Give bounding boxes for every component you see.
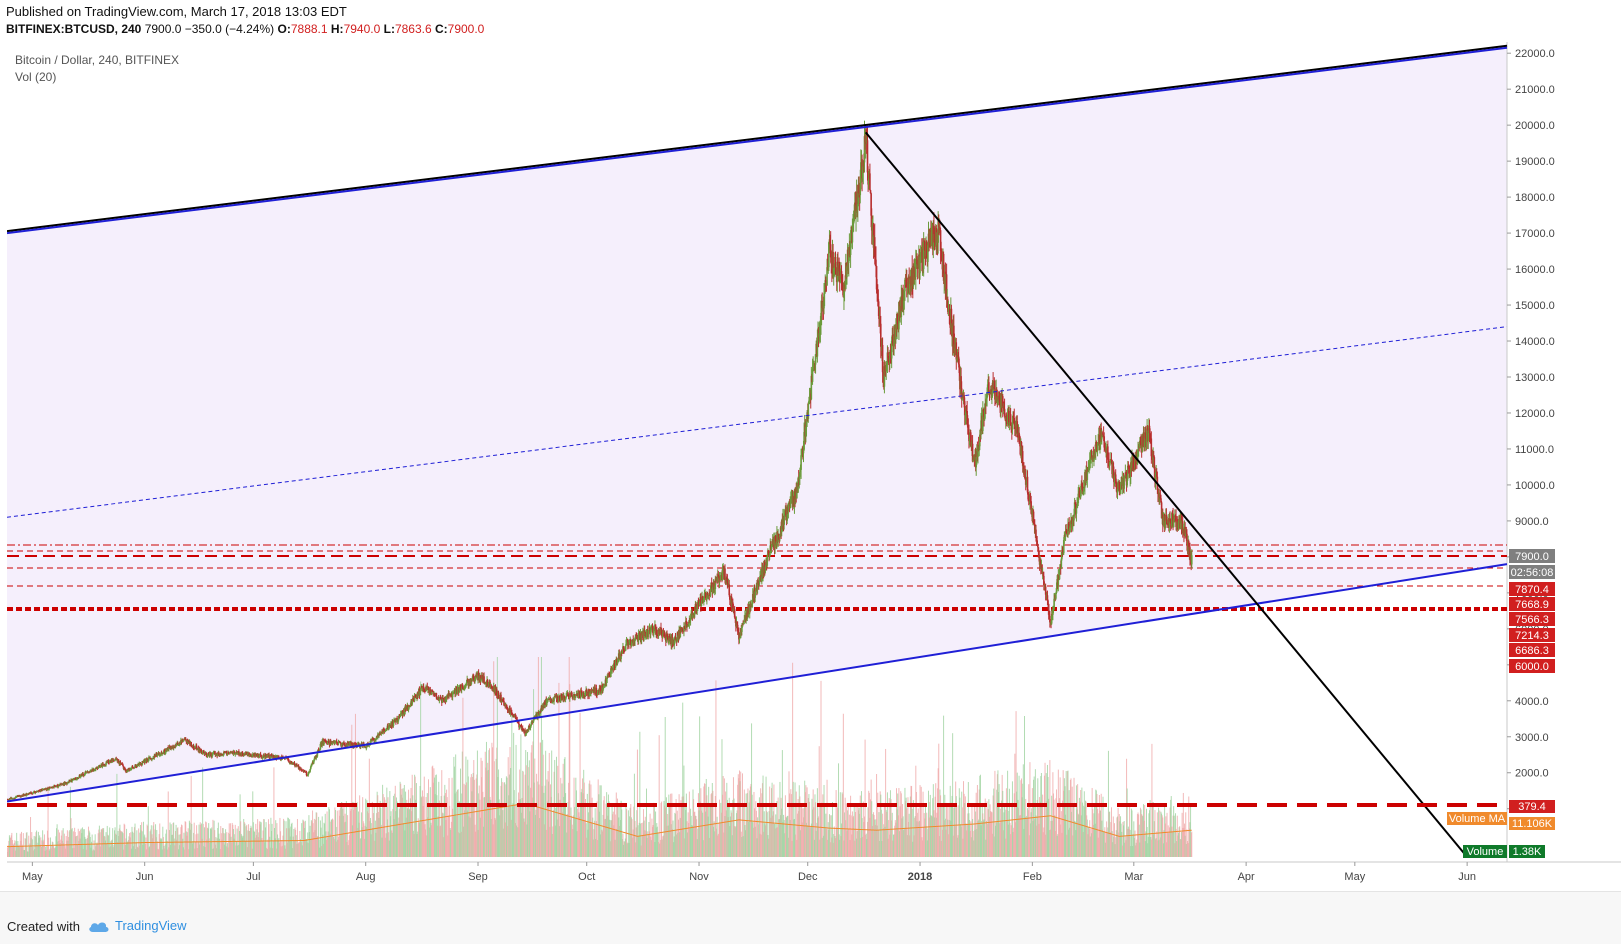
candle-body (553, 697, 555, 702)
y-tick-label: 12000.0 (1515, 408, 1555, 420)
y-tick-label: 20000.0 (1515, 120, 1555, 132)
open-label: O: (278, 22, 291, 36)
x-tick-label: Jun (136, 871, 154, 883)
candle-body (32, 793, 34, 794)
last-price: 7900.0 (145, 22, 182, 36)
candle-body (875, 260, 877, 266)
candle-body (800, 455, 802, 470)
x-tick-label: 2018 (908, 871, 932, 883)
x-tick-label: May (22, 871, 43, 883)
chart-area[interactable]: 1000.02000.03000.04000.05000.06000.07000… (7, 42, 1621, 890)
y-tick-label: 15000.0 (1515, 300, 1555, 312)
x-tick-label: Dec (798, 871, 818, 883)
x-tick-label: Oct (578, 871, 595, 883)
x-tick-label: Nov (689, 871, 709, 883)
symbol-label[interactable]: BITFINEX:BTCUSD, 240 (6, 22, 141, 36)
y-tick-label: 19000.0 (1515, 156, 1555, 168)
y-tick-label: 14000.0 (1515, 336, 1555, 348)
candle-body (544, 705, 546, 708)
open-value: 7888.1 (291, 22, 328, 36)
candle-body (799, 472, 801, 477)
price-change: −350.0 (−4.24%) (185, 22, 274, 36)
low-label: L: (384, 22, 395, 36)
x-tick-label: Jul (246, 871, 260, 883)
y-tick-label: 10000.0 (1515, 480, 1555, 492)
y-tick-label: 9000.0 (1515, 516, 1549, 528)
candle-body (808, 404, 810, 419)
candle-body (575, 696, 577, 697)
y-tick-label: 13000.0 (1515, 372, 1555, 384)
header-bar: Published on TradingView.com, March 17, … (0, 0, 1621, 40)
y-tick-label: 11000.0 (1515, 444, 1554, 456)
close-label: C: (435, 22, 448, 36)
y-tick-label: 17000.0 (1515, 228, 1555, 240)
price-chart[interactable]: 1000.02000.03000.04000.05000.06000.07000… (7, 42, 1621, 890)
candle-body (134, 767, 136, 768)
high-value: 7940.0 (344, 22, 381, 36)
low-value: 7863.6 (395, 22, 432, 36)
ohlc-line: BITFINEX:BTCUSD, 240 7900.0 −350.0 (−4.2… (6, 22, 484, 36)
candle-body (168, 748, 170, 750)
y-tick-label: 2000.0 (1515, 768, 1549, 780)
candle-body (623, 646, 625, 649)
y-tick-label: 16000.0 (1515, 264, 1555, 276)
x-tick-label: Mar (1124, 871, 1143, 883)
y-tick-label: 3000.0 (1515, 732, 1549, 744)
candle-body (835, 257, 837, 267)
channel-fill (7, 48, 1507, 802)
x-tick-label: Jun (1458, 871, 1476, 883)
y-tick-label: 18000.0 (1515, 192, 1555, 204)
x-tick-label: Aug (356, 871, 376, 883)
y-tick-label: 21000.0 (1515, 84, 1555, 96)
candle-body (306, 772, 308, 775)
x-tick-label: Sep (468, 871, 488, 883)
y-tick-label: 4000.0 (1515, 696, 1549, 708)
x-tick-label: May (1344, 871, 1365, 883)
high-label: H: (331, 22, 344, 36)
candle-body (751, 603, 753, 607)
candle-body (260, 754, 262, 755)
close-value: 7900.0 (448, 22, 485, 36)
x-tick-label: Apr (1238, 871, 1255, 883)
candle-body (58, 786, 60, 787)
published-note: Published on TradingView.com, March 17, … (6, 4, 347, 19)
x-tick-label: Feb (1023, 871, 1042, 883)
candle-body (483, 676, 485, 682)
candle-body (869, 173, 871, 190)
y-tick-label: 22000.0 (1515, 48, 1555, 60)
